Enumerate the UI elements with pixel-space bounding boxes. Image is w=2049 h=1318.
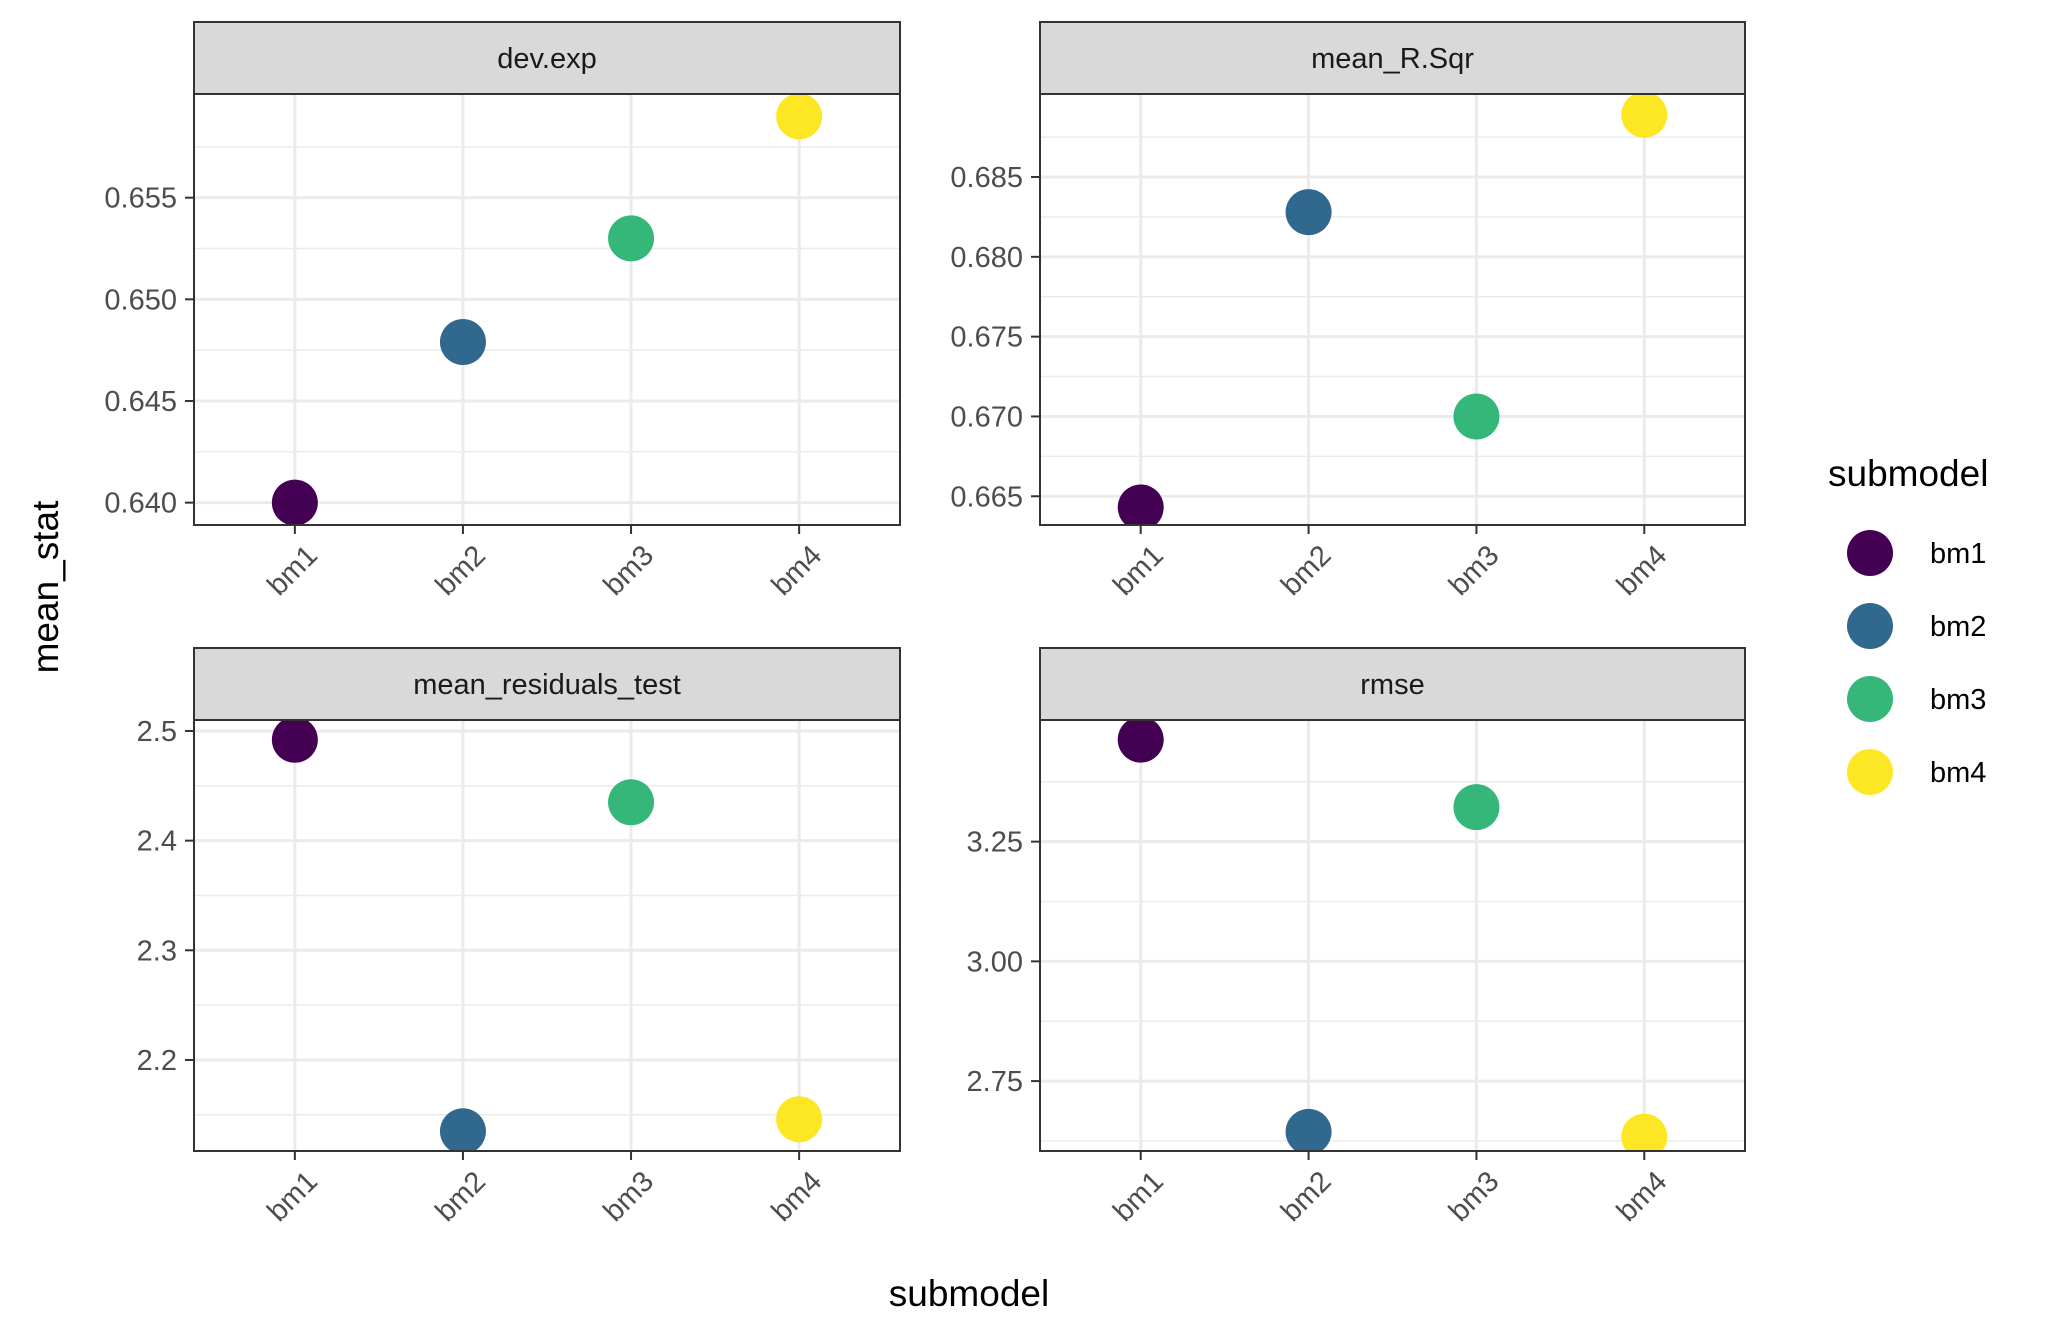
panel-background — [194, 94, 900, 525]
legend: submodel bm1 bm2 bm3 bm4 — [1828, 453, 1988, 795]
point-bm3 — [608, 215, 655, 262]
y-tick-label: 0.650 — [104, 284, 177, 316]
x-tick-label: bm2 — [1275, 1165, 1338, 1228]
point-bm3 — [608, 779, 655, 826]
x-tick-label: bm4 — [1611, 1165, 1674, 1228]
facet-strip — [193, 647, 901, 721]
panel-background — [1040, 720, 1745, 1151]
legend-key-bm1 — [1847, 530, 1893, 576]
panel-4: rmse 2.75 3.00 3.25 bm1 bm2 bm3 bm4 — [967, 647, 1746, 1228]
facet-strip — [1039, 21, 1746, 95]
y-tick-label: 0.680 — [950, 242, 1023, 274]
y-tick-label: 2.75 — [967, 1066, 1023, 1098]
legend-key-bm3 — [1847, 676, 1893, 722]
x-tick-label: bm4 — [1611, 539, 1674, 602]
y-tick-label: 0.685 — [950, 162, 1023, 194]
panel-1: dev.exp 0.640 0.645 0.650 0.655 bm1 bm2 bm3 bm4 — [104, 21, 901, 602]
point-bm4 — [776, 94, 823, 140]
x-tick-label: bm2 — [430, 539, 493, 602]
point-bm1 — [1117, 720, 1164, 763]
y-tick-label: 2.3 — [137, 935, 177, 967]
x-tick-label: bm1 — [1107, 1165, 1170, 1228]
legend-label-bm4: bm4 — [1930, 757, 1986, 789]
x-tick-label: bm4 — [766, 539, 829, 602]
y-tick-label: 2.2 — [137, 1045, 177, 1077]
point-bm4 — [1621, 1113, 1668, 1151]
y-tick-label: 0.640 — [104, 488, 177, 520]
x-tick-label: bm4 — [766, 1165, 829, 1228]
y-tick-label: 3.25 — [967, 827, 1023, 859]
point-bm4 — [1621, 94, 1668, 138]
x-tick-label: bm2 — [1275, 539, 1338, 602]
x-tick-label: bm3 — [1443, 1165, 1506, 1228]
x-tick-label: bm1 — [261, 1165, 324, 1228]
y-tick-label: 0.675 — [950, 322, 1023, 354]
y-tick-label: 3.00 — [967, 946, 1023, 978]
point-bm2 — [439, 1108, 486, 1151]
panel-background — [1040, 94, 1745, 525]
point-bm2 — [1285, 1108, 1332, 1151]
y-tick-label: 0.655 — [104, 183, 177, 215]
legend-label-bm3: bm3 — [1930, 684, 1986, 716]
y-tick-label: 0.670 — [950, 401, 1023, 433]
facet-strip-label: mean_residuals_test — [413, 669, 681, 701]
point-bm2 — [1285, 189, 1332, 236]
point-bm3 — [1453, 784, 1500, 831]
y-tick-label: 0.665 — [950, 481, 1023, 513]
legend-label-bm1: bm1 — [1930, 538, 1986, 570]
x-tick-label: bm3 — [1443, 539, 1506, 602]
facet-strip-label: dev.exp — [497, 43, 596, 75]
x-tick-label: bm1 — [1107, 539, 1170, 602]
point-bm1 — [1117, 484, 1164, 525]
point-bm4 — [776, 1096, 823, 1143]
x-tick-label: bm3 — [598, 1165, 661, 1228]
y-axis-title: mean_stat — [25, 500, 66, 673]
legend-key-bm4 — [1847, 749, 1893, 795]
point-bm3 — [1453, 393, 1500, 440]
legend-title: submodel — [1828, 453, 1988, 494]
facet-strip-label: rmse — [1360, 669, 1424, 701]
y-tick-label: 2.4 — [137, 826, 177, 858]
x-axis-title: submodel — [889, 1273, 1049, 1314]
legend-key-bm2 — [1847, 603, 1893, 649]
panel-3: mean_residuals_test 2.2 2.3 2.4 2.5 bm1 bm2 bm3… — [137, 647, 901, 1228]
facet-strip — [193, 21, 901, 95]
x-tick-label: bm1 — [261, 539, 324, 602]
panel-2: mean_R.Sqr 0.665 0.670 0.675 0.680 0.685 bm1 bm… — [950, 21, 1746, 602]
y-tick-label: 0.645 — [104, 386, 177, 418]
x-tick-label: bm3 — [598, 539, 661, 602]
point-bm2 — [439, 319, 486, 366]
facet-strip — [1039, 647, 1746, 721]
facet-strip-label: mean_R.Sqr — [1311, 43, 1474, 75]
y-tick-label: 2.5 — [137, 716, 177, 748]
panel-background — [194, 720, 900, 1151]
point-bm1 — [271, 720, 318, 763]
legend-label-bm2: bm2 — [1930, 611, 1986, 643]
x-tick-label: bm2 — [430, 1165, 493, 1228]
point-bm1 — [271, 479, 318, 525]
